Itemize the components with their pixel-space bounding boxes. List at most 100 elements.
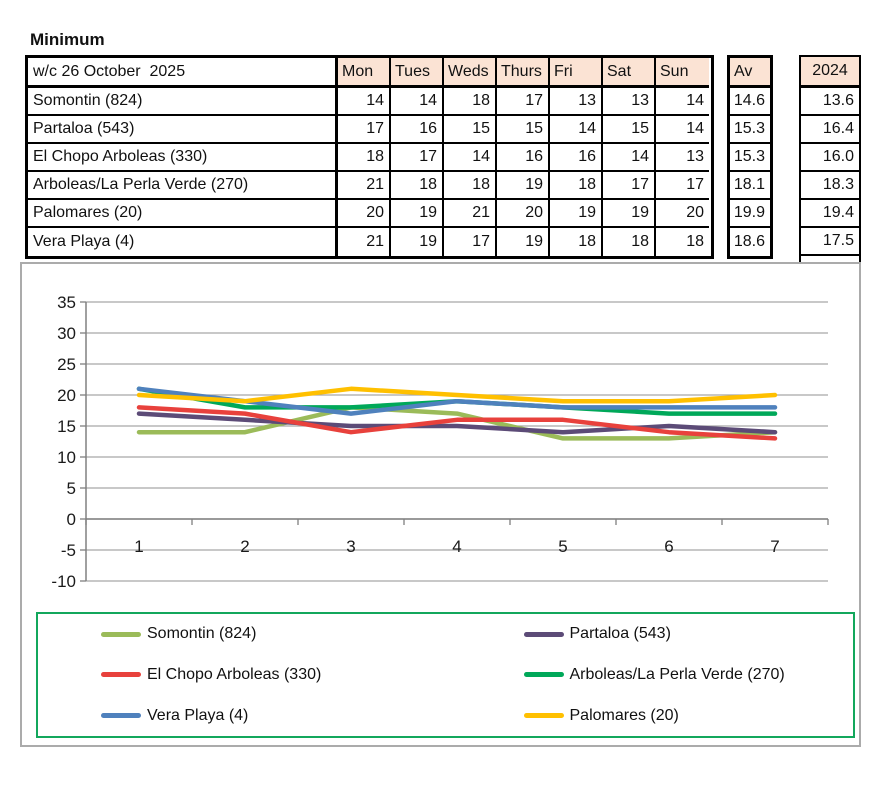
temp-cell[interactable]: 19 xyxy=(391,200,444,228)
temp-cell[interactable]: 15 xyxy=(497,116,550,144)
temp-cell[interactable]: 19 xyxy=(497,228,550,256)
x-axis-label: 1 xyxy=(134,537,143,556)
series-line-0[interactable] xyxy=(136,405,778,441)
year-2024-cell[interactable]: 16.0 xyxy=(801,144,859,172)
y-axis-label: 15 xyxy=(57,417,76,436)
temp-cell[interactable]: 21 xyxy=(444,200,497,228)
temp-cell[interactable]: 19 xyxy=(603,200,656,228)
temp-cell[interactable]: 20 xyxy=(656,200,709,228)
empty-cell[interactable] xyxy=(801,256,859,262)
temp-cell[interactable]: 19 xyxy=(550,200,603,228)
average-cell[interactable]: 14.6 xyxy=(730,88,770,116)
x-axis-label: 7 xyxy=(770,537,779,556)
year-2024-cell[interactable]: 18.3 xyxy=(801,172,859,200)
average-table: Av 14.6 15.3 15.3 18.1 19.9 18.6 xyxy=(727,55,773,259)
temp-cell[interactable]: 13 xyxy=(550,88,603,116)
day-header[interactable]: Fri xyxy=(550,58,603,88)
average-cell[interactable]: 15.3 xyxy=(730,144,770,172)
temp-cell[interactable]: 20 xyxy=(497,200,550,228)
temp-cell[interactable]: 17 xyxy=(391,144,444,172)
week-table: w/c 26 October 2025 Mon Tues Weds Thurs … xyxy=(25,55,714,259)
day-header[interactable]: Mon xyxy=(338,58,391,88)
temp-cell[interactable]: 14 xyxy=(444,144,497,172)
temp-cell[interactable]: 14 xyxy=(656,116,709,144)
temp-cell[interactable]: 17 xyxy=(497,88,550,116)
legend-item[interactable]: Somontin (824) xyxy=(38,625,446,643)
legend-swatch-palomares xyxy=(523,713,564,719)
legend-item[interactable]: Arboleas/La Perla Verde (270) xyxy=(446,666,854,684)
average-cell[interactable]: 18.6 xyxy=(730,228,770,256)
temp-cell[interactable]: 19 xyxy=(391,228,444,256)
temp-cell[interactable]: 20 xyxy=(338,200,391,228)
temp-cell[interactable]: 18 xyxy=(444,88,497,116)
week-label-cell[interactable]: w/c 26 October 2025 xyxy=(28,58,338,88)
temp-cell[interactable]: 16 xyxy=(497,144,550,172)
average-cell[interactable]: 18.1 xyxy=(730,172,770,200)
legend-label: El Chopo Arboleas (330) xyxy=(147,665,322,683)
average-cell[interactable]: 15.3 xyxy=(730,116,770,144)
day-header[interactable]: Sat xyxy=(603,58,656,88)
x-axis-label: 2 xyxy=(240,537,249,556)
legend-swatch-vera-playa xyxy=(101,713,141,719)
location-cell[interactable]: Somontin (824) xyxy=(28,88,338,116)
temp-cell[interactable]: 21 xyxy=(338,172,391,200)
temp-cell[interactable]: 16 xyxy=(391,116,444,144)
legend-label: Somontin (824) xyxy=(147,625,257,643)
temp-cell[interactable]: 18 xyxy=(338,144,391,172)
temp-cell[interactable]: 17 xyxy=(603,172,656,200)
chart-legend[interactable]: Somontin (824) Partaloa (543) El Chopo A… xyxy=(36,612,855,738)
temp-cell[interactable]: 18 xyxy=(444,172,497,200)
temp-cell[interactable]: 15 xyxy=(603,116,656,144)
average-cell[interactable]: 19.9 xyxy=(730,200,770,228)
temp-cell[interactable]: 13 xyxy=(656,144,709,172)
average-header[interactable]: Av xyxy=(730,58,770,88)
year-2024-header[interactable]: 2024 xyxy=(801,57,859,88)
y-axis-label: 0 xyxy=(67,510,76,529)
location-cell[interactable]: Partaloa (543) xyxy=(28,116,338,144)
legend-swatch-arboleas xyxy=(523,672,564,678)
temp-cell[interactable]: 21 xyxy=(338,228,391,256)
temp-cell[interactable]: 18 xyxy=(603,228,656,256)
day-header[interactable]: Sun xyxy=(656,58,709,88)
temp-cell[interactable]: 17 xyxy=(338,116,391,144)
legend-item[interactable]: Vera Playa (4) xyxy=(38,707,446,725)
location-cell[interactable]: Palomares (20) xyxy=(28,200,338,228)
year-2024-cell[interactable]: 19.4 xyxy=(801,200,859,228)
temp-cell[interactable]: 19 xyxy=(497,172,550,200)
line-chart[interactable]: 35 30 25 20 15 10 5 0 -5 -10 1 2 3 4 5 6 7 Somontin (824… xyxy=(20,262,861,747)
location-cell[interactable]: Vera Playa (4) xyxy=(28,228,338,256)
location-cell[interactable]: El Chopo Arboleas (330) xyxy=(28,144,338,172)
series-line-1[interactable] xyxy=(136,411,778,435)
temp-cell[interactable]: 18 xyxy=(550,172,603,200)
sheet-title: Minimum xyxy=(30,30,105,49)
temp-cell[interactable]: 18 xyxy=(550,228,603,256)
legend-item[interactable]: El Chopo Arboleas (330) xyxy=(38,666,446,684)
temp-cell[interactable]: 13 xyxy=(603,88,656,116)
y-axis-label: 5 xyxy=(67,479,76,498)
year-2024-cell[interactable]: 17.5 xyxy=(801,228,859,256)
legend-item[interactable]: Palomares (20) xyxy=(446,707,854,725)
temp-cell[interactable]: 15 xyxy=(444,116,497,144)
temp-cell[interactable]: 14 xyxy=(550,116,603,144)
temp-cell[interactable]: 14 xyxy=(603,144,656,172)
legend-label: Arboleas/La Perla Verde (270) xyxy=(569,665,785,683)
year-2024-cell[interactable]: 13.6 xyxy=(801,88,859,116)
temp-cell[interactable]: 14 xyxy=(338,88,391,116)
day-header[interactable]: Thurs xyxy=(497,58,550,88)
series-line-2[interactable] xyxy=(136,405,778,441)
temp-cell[interactable]: 16 xyxy=(550,144,603,172)
temp-cell[interactable]: 14 xyxy=(391,88,444,116)
series-line-5[interactable] xyxy=(136,386,778,404)
temp-cell[interactable]: 18 xyxy=(391,172,444,200)
temp-cell[interactable]: 17 xyxy=(656,172,709,200)
day-header[interactable]: Tues xyxy=(391,58,444,88)
x-axis-label: 6 xyxy=(664,537,673,556)
legend-item[interactable]: Partaloa (543) xyxy=(446,625,854,643)
location-cell[interactable]: Arboleas/La Perla Verde (270) xyxy=(28,172,338,200)
day-header[interactable]: Weds xyxy=(444,58,497,88)
temp-cell[interactable]: 18 xyxy=(656,228,709,256)
legend-swatch-el-chopo xyxy=(101,672,141,678)
temp-cell[interactable]: 17 xyxy=(444,228,497,256)
year-2024-cell[interactable]: 16.4 xyxy=(801,116,859,144)
temp-cell[interactable]: 14 xyxy=(656,88,709,116)
